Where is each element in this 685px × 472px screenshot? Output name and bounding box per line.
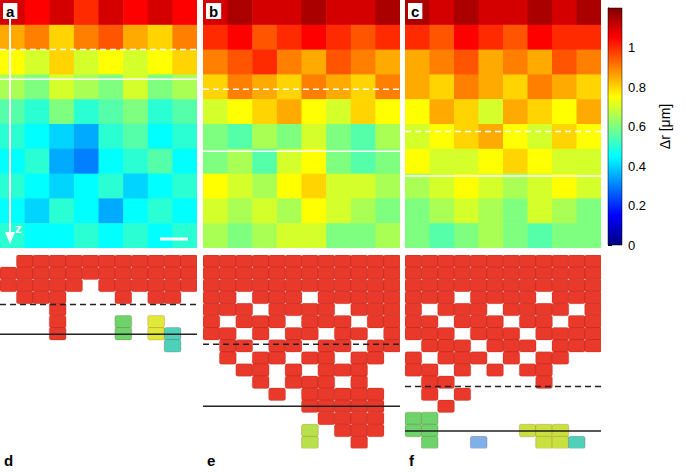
svg-text:f: f — [409, 452, 415, 469]
svg-text:c: c — [411, 3, 419, 20]
svg-text:d: d — [4, 452, 13, 469]
svg-text:b: b — [209, 3, 218, 20]
svg-text:0.8: 0.8 — [628, 80, 646, 95]
svg-text:1: 1 — [628, 40, 635, 55]
svg-text:0.2: 0.2 — [628, 198, 646, 213]
svg-text:0.4: 0.4 — [628, 159, 646, 174]
svg-text:z: z — [15, 221, 22, 236]
svg-text:0: 0 — [628, 238, 635, 253]
svg-text:0.6: 0.6 — [628, 119, 646, 134]
svg-text:Δr [μm]: Δr [μm] — [657, 104, 673, 149]
svg-text:a: a — [6, 3, 15, 20]
svg-text:e: e — [207, 452, 215, 469]
